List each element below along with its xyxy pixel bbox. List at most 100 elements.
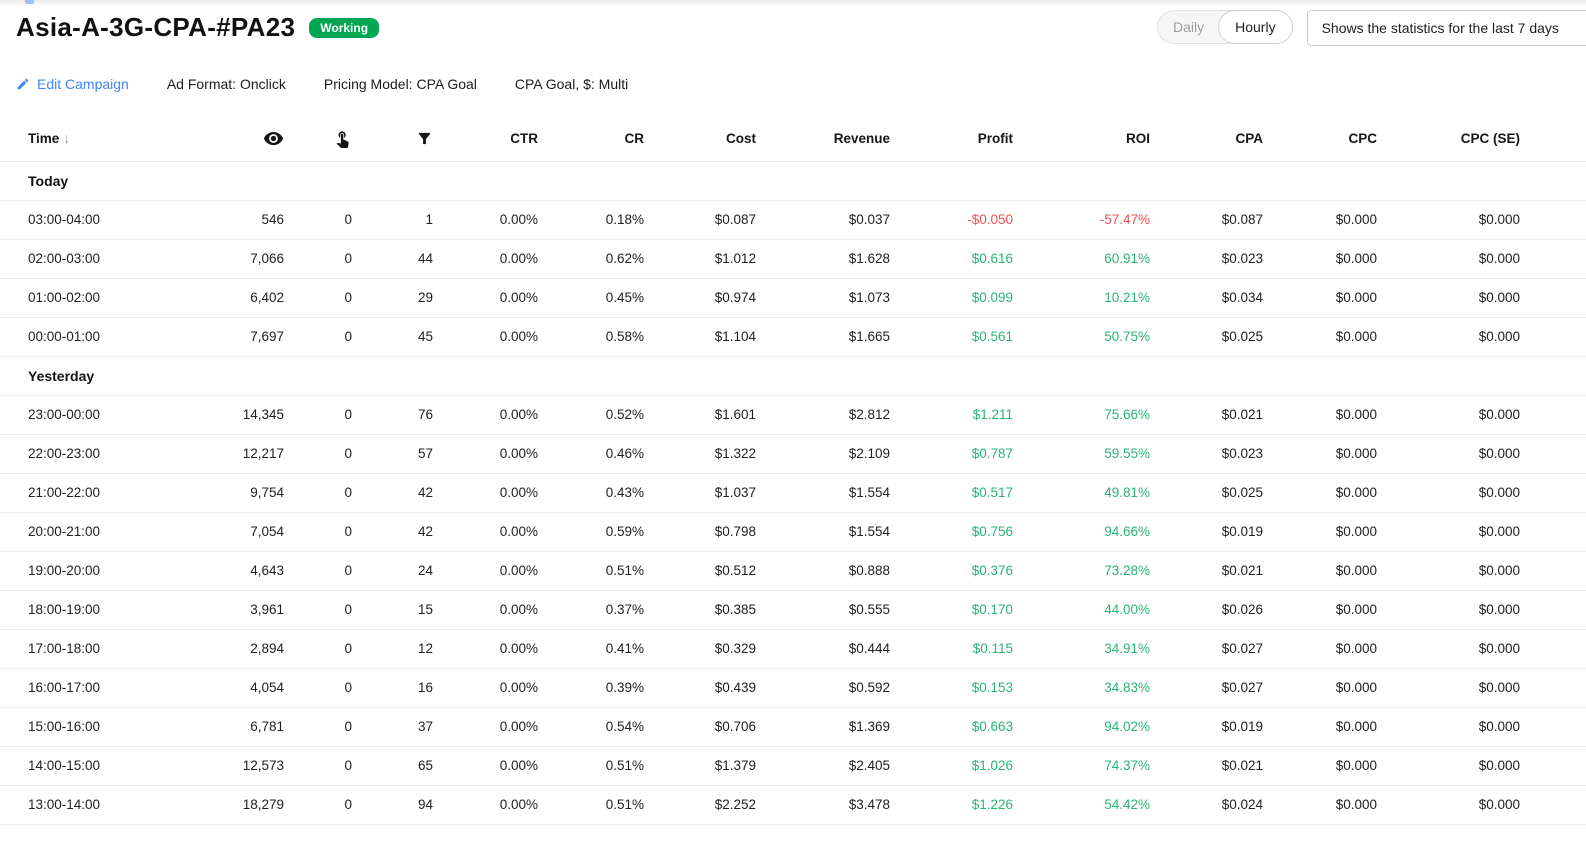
cell-clicks: 0 bbox=[284, 785, 352, 825]
table-row: 19:00-20:00 4,643 0 24 0.00% 0.51% $0.512 $0.88… bbox=[0, 551, 1586, 591]
interval-toggle: Daily Hourly bbox=[1157, 10, 1293, 44]
cell-cost: $0.706 bbox=[644, 707, 756, 747]
page-header: Asia-A-3G-CPA-#PA23 Working Daily Hourly… bbox=[0, 0, 1586, 58]
eye-icon bbox=[263, 131, 284, 145]
cell-impressions: 4,054 bbox=[190, 668, 284, 708]
cell-conversions: 37 bbox=[352, 707, 433, 747]
cell-cpa: $0.034 bbox=[1150, 278, 1263, 318]
cell-roi: 94.02% bbox=[1013, 707, 1150, 747]
cell-roi: 73.28% bbox=[1013, 551, 1150, 591]
cell-time: 16:00-17:00 bbox=[0, 668, 190, 708]
section-header-row: Yesterday bbox=[0, 356, 1586, 396]
cell-profit: $1.211 bbox=[890, 395, 1013, 435]
cell-cr: 0.59% bbox=[538, 512, 644, 552]
cell-ctr: 0.00% bbox=[433, 278, 538, 318]
cell-cr: 0.41% bbox=[538, 629, 644, 669]
table-header-row: Time ↓ CTR CR Cost Revenue Profit ROI CPA… bbox=[0, 116, 1586, 162]
column-header-cpc-se[interactable]: CPC (SE) bbox=[1377, 116, 1520, 162]
cell-clicks: 0 bbox=[284, 395, 352, 435]
cell-ctr: 0.00% bbox=[433, 551, 538, 591]
cell-roi: 59.55% bbox=[1013, 434, 1150, 474]
cell-revenue: $2.109 bbox=[756, 434, 890, 474]
cell-cpc-se: $0.000 bbox=[1377, 473, 1520, 513]
column-header-ctr[interactable]: CTR bbox=[433, 116, 538, 162]
cell-ctr: 0.00% bbox=[433, 239, 538, 279]
column-header-conversions[interactable] bbox=[352, 116, 433, 162]
column-header-spacer bbox=[1520, 116, 1586, 162]
cell-cr: 0.62% bbox=[538, 239, 644, 279]
toggle-hourly[interactable]: Hourly bbox=[1218, 10, 1293, 44]
stats-table-body: Today 03:00-04:00 546 0 1 0.00% 0.18% $0.087 $0.… bbox=[0, 161, 1586, 825]
funnel-icon bbox=[418, 132, 431, 144]
cell-cr: 0.52% bbox=[538, 395, 644, 435]
table-row: 14:00-15:00 12,573 0 65 0.00% 0.51% $1.379 $2.4… bbox=[0, 746, 1586, 786]
cell-profit: $0.663 bbox=[890, 707, 1013, 747]
cell-clicks: 0 bbox=[284, 200, 352, 240]
cell-impressions: 6,781 bbox=[190, 707, 284, 747]
cell-cpa: $0.021 bbox=[1150, 551, 1263, 591]
cell-cpc: $0.000 bbox=[1263, 239, 1377, 279]
cell-clicks: 0 bbox=[284, 668, 352, 708]
cell-time: 20:00-21:00 bbox=[0, 512, 190, 552]
table-row: 23:00-00:00 14,345 0 76 0.00% 0.52% $1.601 $2.8… bbox=[0, 395, 1586, 435]
cell-clicks: 0 bbox=[284, 317, 352, 357]
table-row: 13:00-14:00 18,279 0 94 0.00% 0.51% $2.252 $3.4… bbox=[0, 785, 1586, 825]
cell-cpa: $0.024 bbox=[1150, 785, 1263, 825]
cell-spacer bbox=[1520, 590, 1586, 630]
cell-roi: -57.47% bbox=[1013, 200, 1150, 240]
column-header-impressions[interactable] bbox=[190, 116, 284, 162]
column-header-cost[interactable]: Cost bbox=[644, 116, 756, 162]
edit-campaign-link[interactable]: Edit Campaign bbox=[16, 76, 129, 92]
cell-impressions: 12,217 bbox=[190, 434, 284, 474]
cell-cpc-se: $0.000 bbox=[1377, 434, 1520, 474]
column-header-cpa[interactable]: CPA bbox=[1150, 116, 1263, 162]
table-row: 22:00-23:00 12,217 0 57 0.00% 0.46% $1.322 $2.1… bbox=[0, 434, 1586, 474]
cell-revenue: $1.665 bbox=[756, 317, 890, 357]
cell-ctr: 0.00% bbox=[433, 434, 538, 474]
cell-spacer bbox=[1520, 239, 1586, 279]
column-header-cpc[interactable]: CPC bbox=[1263, 116, 1377, 162]
cell-clicks: 0 bbox=[284, 746, 352, 786]
cell-revenue: $0.037 bbox=[756, 200, 890, 240]
cell-conversions: 15 bbox=[352, 590, 433, 630]
cell-roi: 10.21% bbox=[1013, 278, 1150, 318]
cell-impressions: 7,054 bbox=[190, 512, 284, 552]
table-row: 16:00-17:00 4,054 0 16 0.00% 0.39% $0.439 $0.59… bbox=[0, 668, 1586, 708]
column-header-time[interactable]: Time ↓ bbox=[0, 116, 190, 162]
cell-time: 01:00-02:00 bbox=[0, 278, 190, 318]
cell-conversions: 94 bbox=[352, 785, 433, 825]
cell-ctr: 0.00% bbox=[433, 590, 538, 630]
cell-impressions: 4,643 bbox=[190, 551, 284, 591]
cell-ctr: 0.00% bbox=[433, 785, 538, 825]
section-label: Today bbox=[0, 161, 1586, 201]
cell-cpa: $0.027 bbox=[1150, 668, 1263, 708]
sort-desc-icon: ↓ bbox=[63, 130, 71, 147]
cell-impressions: 9,754 bbox=[190, 473, 284, 513]
table-row: 18:00-19:00 3,961 0 15 0.00% 0.37% $0.385 $0.55… bbox=[0, 590, 1586, 630]
column-header-profit[interactable]: Profit bbox=[890, 116, 1013, 162]
cell-cpc-se: $0.000 bbox=[1377, 629, 1520, 669]
cell-cpc: $0.000 bbox=[1263, 512, 1377, 552]
cell-ctr: 0.00% bbox=[433, 668, 538, 708]
toggle-daily[interactable]: Daily bbox=[1173, 19, 1205, 35]
cell-cr: 0.54% bbox=[538, 707, 644, 747]
cell-cpc: $0.000 bbox=[1263, 317, 1377, 357]
cell-cpa: $0.026 bbox=[1150, 590, 1263, 630]
cell-revenue: $0.555 bbox=[756, 590, 890, 630]
cell-clicks: 0 bbox=[284, 590, 352, 630]
column-header-roi[interactable]: ROI bbox=[1013, 116, 1150, 162]
cell-time: 23:00-00:00 bbox=[0, 395, 190, 435]
column-header-clicks[interactable] bbox=[284, 116, 352, 162]
cell-cost: $1.037 bbox=[644, 473, 756, 513]
cell-impressions: 7,066 bbox=[190, 239, 284, 279]
table-row: 03:00-04:00 546 0 1 0.00% 0.18% $0.087 $0.037 -$… bbox=[0, 200, 1586, 240]
stats-range-select[interactable]: Shows the statistics for the last 7 days bbox=[1306, 10, 1586, 46]
cell-impressions: 14,345 bbox=[190, 395, 284, 435]
column-header-revenue[interactable]: Revenue bbox=[756, 116, 890, 162]
tap-icon bbox=[336, 131, 349, 148]
column-header-cr[interactable]: CR bbox=[538, 116, 644, 162]
cell-time: 14:00-15:00 bbox=[0, 746, 190, 786]
cell-cr: 0.45% bbox=[538, 278, 644, 318]
cell-roi: 75.66% bbox=[1013, 395, 1150, 435]
cell-conversions: 57 bbox=[352, 434, 433, 474]
